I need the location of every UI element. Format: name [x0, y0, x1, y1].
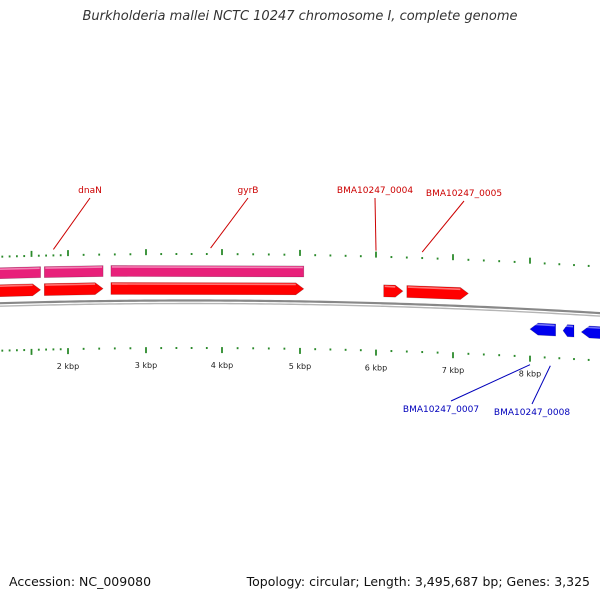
label-leader-line [210, 197, 249, 249]
forward-cds-bar [110, 265, 305, 278]
reverse-gene-track [529, 322, 600, 339]
gene-label-forward: gyrB [238, 186, 259, 196]
map-title: Burkholderia mallei NCTC 10247 chromosom… [82, 9, 518, 24]
genome-summary-text: Topology: circular; Length: 3,495,687 bp… [246, 574, 590, 589]
forward-gene-arrow [406, 285, 469, 300]
reverse-gene-arrow [529, 322, 556, 337]
forward-gene-arrow-highlight [45, 283, 96, 286]
reverse-gene-arrow [562, 324, 575, 338]
scale-label: 2 kbp [57, 362, 79, 371]
gene-label-forward: BMA10247_0004 [337, 186, 413, 196]
gene-label-forward: dnaN [78, 186, 102, 196]
reverse-gene-arrow-highlight [582, 326, 600, 329]
forward-cds-bar [43, 265, 104, 278]
label-leader-line [52, 197, 91, 250]
reverse-gene-arrow [580, 325, 600, 339]
scale-labels: 2 kbp 3 kbp 4 kbp 5 kbp 6 kbp 7 kbp 8 kbp [57, 361, 541, 379]
label-leader-line [531, 365, 551, 405]
reverse-gene-arrow-highlight [563, 325, 574, 328]
bottom-tick-track [1, 347, 590, 362]
forward-cds-track [0, 265, 305, 280]
forward-gene-track [0, 282, 469, 300]
scale-label: 7 kbp [442, 366, 464, 375]
forward-gene-arrow-highlight [384, 285, 396, 288]
forward-gene-arrow-highlight [407, 286, 461, 291]
gene-label-reverse: BMA10247_0008 [494, 408, 570, 418]
forward-gene-arrow [110, 282, 305, 296]
backbone-line-outer [0, 299, 600, 315]
chromosome-backbone [0, 299, 600, 317]
forward-cds-bar [0, 266, 41, 280]
forward-gene-arrow-highlight [111, 283, 296, 286]
label-leader-line [374, 197, 377, 251]
gene-label-forward: BMA10247_0005 [426, 189, 502, 199]
forward-gene-arrow [0, 283, 42, 298]
accession-text: Accession: NC_009080 [9, 574, 152, 589]
backbone-line-inner [0, 302, 600, 317]
label-leader-line [421, 200, 465, 253]
scale-label: 8 kbp [519, 370, 541, 379]
forward-cds-bar-highlight [45, 266, 103, 269]
gene-labels: dnaN gyrB BMA10247_0004 BMA10247_0005 BMA102… [52, 186, 570, 418]
forward-cds-bar-highlight [111, 266, 303, 269]
scale-label: 6 kbp [365, 364, 387, 373]
forward-gene-arrow [43, 282, 104, 296]
label-leader-line [450, 364, 531, 402]
forward-gene-arrow-highlight [0, 284, 33, 288]
top-tick-track [1, 249, 590, 267]
forward-gene-arrow [383, 284, 404, 298]
forward-cds-bar-highlight [0, 267, 40, 271]
reverse-gene-arrow-highlight [530, 323, 555, 327]
scale-label: 4 kbp [211, 361, 233, 370]
gene-label-reverse: BMA10247_0007 [403, 405, 479, 415]
scale-label: 3 kbp [135, 361, 157, 370]
scale-label: 5 kbp [289, 362, 311, 371]
